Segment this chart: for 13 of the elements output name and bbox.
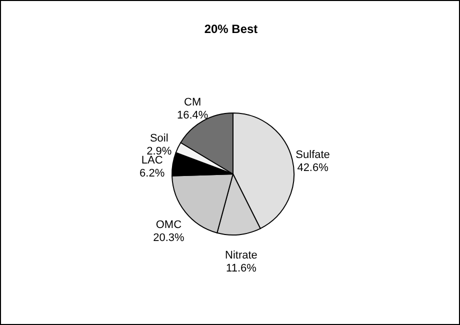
slice-label: OMC xyxy=(156,218,182,231)
slice-label: Sulfate xyxy=(296,149,330,162)
data-label: 20.3% xyxy=(153,232,184,244)
slice-label: CM xyxy=(184,96,202,109)
data-label: 16.4% xyxy=(176,110,208,122)
data-label: 6.2% xyxy=(140,168,165,180)
data-label: 11.6% xyxy=(226,262,257,275)
slice-label: Soil xyxy=(150,132,168,144)
slice-label: Nitrate xyxy=(225,250,258,262)
slice-label: LAC xyxy=(141,154,163,167)
data-label: 42.6% xyxy=(297,162,329,174)
data-label: 2.9% xyxy=(146,145,172,158)
chart-title: 20% Best xyxy=(204,22,258,36)
